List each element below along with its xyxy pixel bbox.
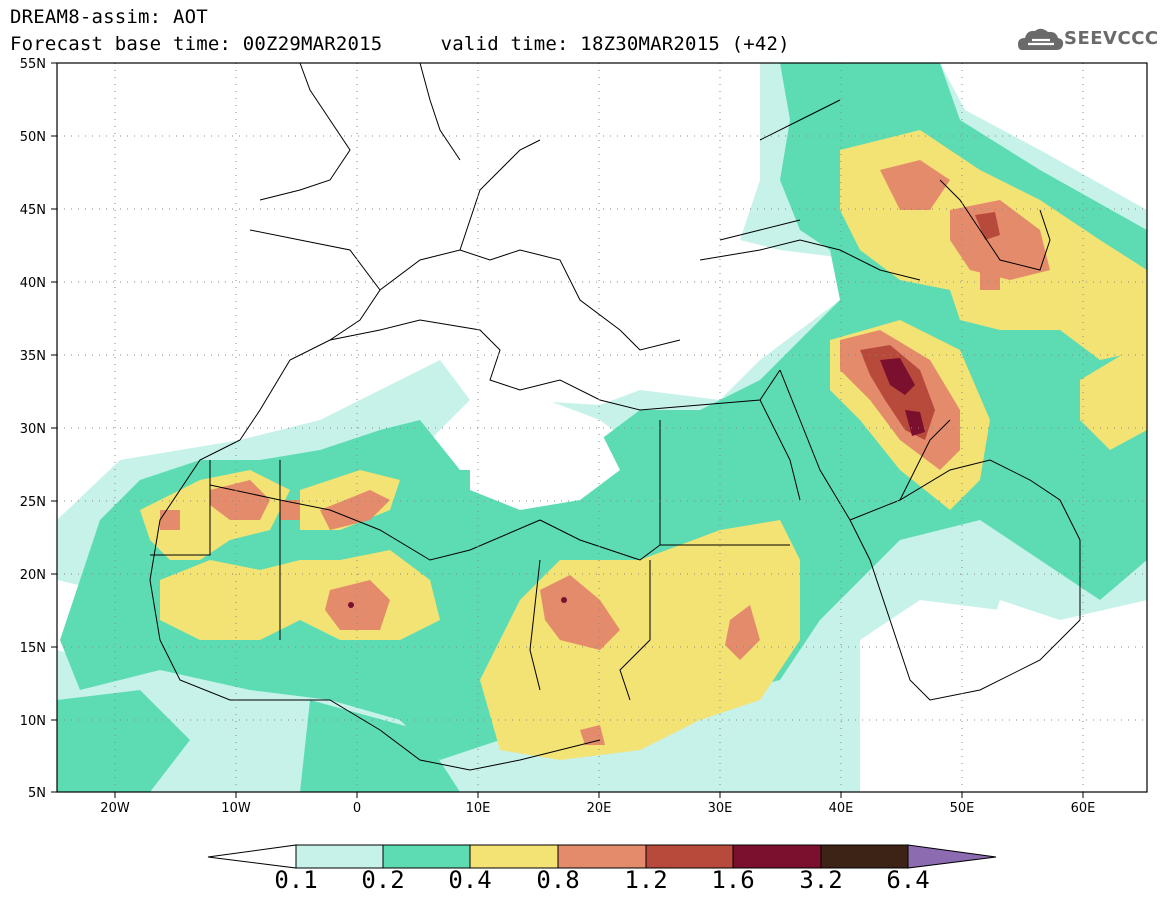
colorbar-swatch — [820, 844, 909, 869]
lat-label: 50N — [20, 130, 46, 145]
lat-label: 20N — [20, 568, 46, 583]
colorbar-over-arrow — [907, 844, 997, 869]
latitude-labels: 55N 50N 45N 40N 35N 30N 25N 20N 15N 10N … — [20, 57, 46, 801]
graticule — [57, 63, 1147, 792]
lat-label: 25N — [20, 495, 46, 510]
coastlines-and-borders — [149, 63, 1081, 771]
colorbar-label: 0.2 — [361, 866, 405, 894]
lon-label: 60E — [1071, 801, 1096, 816]
colorbar-swatch — [295, 844, 384, 869]
colorbar-label: 6.4 — [886, 866, 930, 894]
lat-label: 45N — [20, 203, 46, 218]
colorbar-under-arrow — [207, 844, 297, 869]
cloud-logo-icon — [1018, 28, 1064, 50]
colorbar-label: 3.2 — [799, 866, 843, 894]
colorbar-swatch — [732, 844, 822, 869]
seevccc-logo-text: SEEVCCC — [1064, 28, 1159, 49]
lon-label: 30E — [708, 801, 733, 816]
colorbar-label: 1.2 — [624, 866, 668, 894]
lat-label: 5N — [28, 786, 46, 801]
aot-level-1-6 — [880, 358, 925, 436]
lat-label: 10N — [20, 714, 46, 729]
colorbar-swatch — [645, 844, 734, 869]
lon-label: 40E — [829, 801, 854, 816]
lon-label: 10E — [466, 801, 491, 816]
lat-label: 15N — [20, 641, 46, 656]
lon-label: 10W — [221, 801, 251, 816]
lon-label: 0 — [353, 801, 361, 816]
colorbar-label: 0.4 — [448, 866, 492, 894]
forecast-time-line: Forecast base time: 00Z29MAR2015 valid t… — [10, 33, 790, 55]
aot-contour-fields — [57, 63, 1147, 792]
lat-label: 55N — [20, 57, 46, 72]
lat-label: 30N — [20, 422, 46, 437]
axis-ticks — [51, 62, 1084, 798]
colorbar-label: 0.8 — [536, 866, 580, 894]
colorbar-swatch — [382, 844, 471, 869]
colorbar-swatch — [469, 844, 559, 869]
map-title: DREAM8-assim: AOT — [10, 6, 208, 28]
lat-label: 40N — [20, 276, 46, 291]
lon-label: 20E — [587, 801, 612, 816]
colorbar-swatch — [557, 844, 647, 869]
colorbar-label: 0.1 — [274, 866, 318, 894]
longitude-labels: 20W 10W 0 10E 20E 30E 40E 50E 60E — [100, 801, 1095, 816]
colorbar — [207, 844, 997, 869]
lat-label: 35N — [20, 349, 46, 364]
colorbar-label: 1.6 — [711, 866, 755, 894]
lon-label: 20W — [100, 801, 130, 816]
lon-label: 50E — [950, 801, 975, 816]
